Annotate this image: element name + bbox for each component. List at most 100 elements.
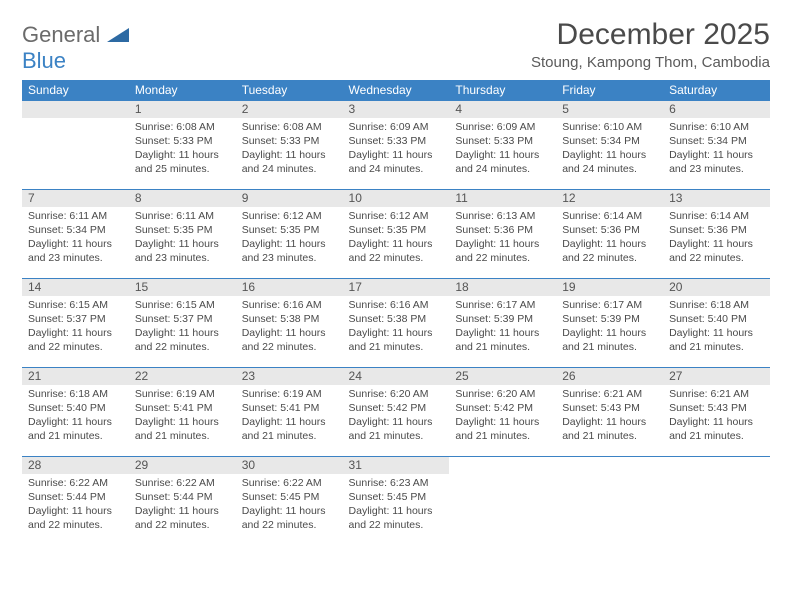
daynum-row: 21222324252627 [22, 368, 770, 385]
day-number-cell [663, 457, 770, 474]
day-cell: Sunrise: 6:20 AMSunset: 5:42 PMDaylight:… [343, 385, 450, 457]
daylight: Daylight: 11 hours and 22 minutes. [349, 238, 433, 264]
day-details: Sunrise: 6:22 AM Sunset: 5:44 PM Daylight:… [22, 474, 129, 539]
day-content-row: Sunrise: 6:22 AM Sunset: 5:44 PM Daylight:… [22, 474, 770, 546]
day-number: 7 [22, 190, 129, 206]
day-content-row: Sunrise: 6:18 AMSunset: 5:40 PMDaylight:… [22, 385, 770, 457]
sunset: Sunset: 5:34 PM [669, 135, 747, 147]
weekday-header-row: SundayMondayTuesdayWednesdayThursdayFrid… [22, 80, 770, 101]
daylight: Daylight: 11 hours and 22 minutes. [28, 505, 112, 531]
sunrise: Sunrise: 6:22 AM [28, 477, 108, 489]
sunrise: Sunrise: 6:20 AM [349, 388, 429, 400]
sunset: Sunset: 5:43 PM [669, 402, 747, 414]
sunrise: Sunrise: 6:11 AM [28, 210, 107, 222]
daylight: Daylight: 11 hours and 21 minutes. [455, 327, 539, 353]
day-cell: Sunrise: 6:08 AMSunset: 5:33 PMDaylight:… [236, 118, 343, 190]
sunset: Sunset: 5:40 PM [28, 402, 106, 414]
day-number-cell: 7 [22, 190, 129, 207]
daylight: Daylight: 11 hours and 21 minutes. [349, 327, 433, 353]
day-cell: Sunrise: 6:17 AM Sunset: 5:39 PM Daylight:… [449, 296, 556, 368]
day-content-row: Sunrise: 6:15 AMSunset: 5:37 PMDaylight:… [22, 296, 770, 368]
sunset: Sunset: 5:36 PM [562, 224, 640, 236]
day-cell: Sunrise: 6:21 AMSunset: 5:43 PMDaylight:… [556, 385, 663, 457]
sunset: Sunset: 5:38 PM [349, 313, 427, 325]
sunrise: Sunrise: 6:12 AM [349, 210, 429, 222]
weekday-header: Saturday [663, 80, 770, 101]
day-number-cell: 12 [556, 190, 663, 207]
day-details: Sunrise: 6:12 AMSunset: 5:35 PMDaylight:… [343, 207, 450, 272]
day-number-cell: 30 [236, 457, 343, 474]
sunrise: Sunrise: 6:19 AM [242, 388, 322, 400]
day-details: Sunrise: 6:15 AMSunset: 5:37 PMDaylight:… [129, 296, 236, 361]
day-number: 19 [556, 279, 663, 295]
weekday-header: Wednesday [343, 80, 450, 101]
day-number-cell: 8 [129, 190, 236, 207]
sunrise: Sunrise: 6:10 AM [669, 121, 749, 133]
sunrise: Sunrise: 6:08 AM [135, 121, 215, 133]
sunrise: Sunrise: 6:17 AM [455, 299, 535, 311]
sunset: Sunset: 5:44 PM [28, 491, 106, 503]
day-number-cell [556, 457, 663, 474]
day-number-cell: 20 [663, 279, 770, 296]
day-number: 14 [22, 279, 129, 295]
day-details: Sunrise: 6:22 AMSunset: 5:44 PMDaylight:… [129, 474, 236, 539]
sunrise: Sunrise: 6:11 AM [135, 210, 214, 222]
day-number: 28 [22, 457, 129, 473]
sunrise: Sunrise: 6:16 AM [349, 299, 429, 311]
day-details: Sunrise: 6:20 AMSunset: 5:42 PMDaylight:… [343, 385, 450, 450]
day-details: Sunrise: 6:10 AMSunset: 5:34 PMDaylight:… [663, 118, 770, 183]
daylight: Daylight: 11 hours and 22 minutes. [28, 327, 112, 353]
day-cell: Sunrise: 6:23 AMSunset: 5:45 PMDaylight:… [343, 474, 450, 546]
daylight: Daylight: 11 hours and 22 minutes. [135, 327, 219, 353]
day-number [556, 457, 663, 459]
sunrise: Sunrise: 6:14 AM [669, 210, 749, 222]
day-number-cell: 24 [343, 368, 450, 385]
day-cell: Sunrise: 6:19 AMSunset: 5:41 PMDaylight:… [129, 385, 236, 457]
day-number-cell: 10 [343, 190, 450, 207]
daylight: Daylight: 11 hours and 22 minutes. [242, 505, 326, 531]
day-details: Sunrise: 6:18 AMSunset: 5:40 PMDaylight:… [663, 296, 770, 361]
daylight: Daylight: 11 hours and 21 minutes. [349, 416, 433, 442]
day-number: 13 [663, 190, 770, 206]
daynum-row: 78910111213 [22, 190, 770, 207]
day-number-cell: 1 [129, 101, 236, 118]
sunset: Sunset: 5:45 PM [349, 491, 427, 503]
day-number: 5 [556, 101, 663, 117]
day-details: Sunrise: 6:19 AMSunset: 5:41 PMDaylight:… [236, 385, 343, 450]
daynum-row: 123456 [22, 101, 770, 118]
sunrise: Sunrise: 6:09 AM [455, 121, 535, 133]
day-number-cell: 3 [343, 101, 450, 118]
sunset: Sunset: 5:34 PM [562, 135, 640, 147]
sunset: Sunset: 5:40 PM [669, 313, 747, 325]
day-number: 3 [343, 101, 450, 117]
day-cell: Sunrise: 6:09 AMSunset: 5:33 PMDaylight:… [449, 118, 556, 190]
sunrise: Sunrise: 6:23 AM [349, 477, 429, 489]
sunrise: Sunrise: 6:15 AM [135, 299, 215, 311]
day-number: 4 [449, 101, 556, 117]
weekday-header: Sunday [22, 80, 129, 101]
day-number: 15 [129, 279, 236, 295]
day-number-cell: 17 [343, 279, 450, 296]
weekday-header: Monday [129, 80, 236, 101]
daylight: Daylight: 11 hours and 22 minutes. [242, 327, 326, 353]
daylight: Daylight: 11 hours and 21 minutes. [455, 416, 539, 442]
day-number: 9 [236, 190, 343, 206]
daylight: Daylight: 11 hours and 25 minutes. [135, 149, 219, 175]
day-number: 29 [129, 457, 236, 473]
day-details: Sunrise: 6:09 AMSunset: 5:33 PMDaylight:… [449, 118, 556, 183]
day-number: 11 [449, 190, 556, 206]
day-number-cell: 2 [236, 101, 343, 118]
sunrise: Sunrise: 6:22 AM [242, 477, 322, 489]
daylight: Daylight: 11 hours and 24 minutes. [562, 149, 646, 175]
day-number: 30 [236, 457, 343, 473]
daylight: Daylight: 11 hours and 24 minutes. [455, 149, 539, 175]
day-number [449, 457, 556, 459]
day-content-row: Sunrise: 6:11 AMSunset: 5:34 PMDaylight:… [22, 207, 770, 279]
sunset: Sunset: 5:39 PM [455, 313, 533, 325]
day-details: Sunrise: 6:16 AM Sunset: 5:38 PM Daylight:… [343, 296, 450, 361]
day-number: 8 [129, 190, 236, 206]
weekday-header: Tuesday [236, 80, 343, 101]
day-number: 25 [449, 368, 556, 384]
day-number: 20 [663, 279, 770, 295]
day-number-cell [22, 101, 129, 118]
